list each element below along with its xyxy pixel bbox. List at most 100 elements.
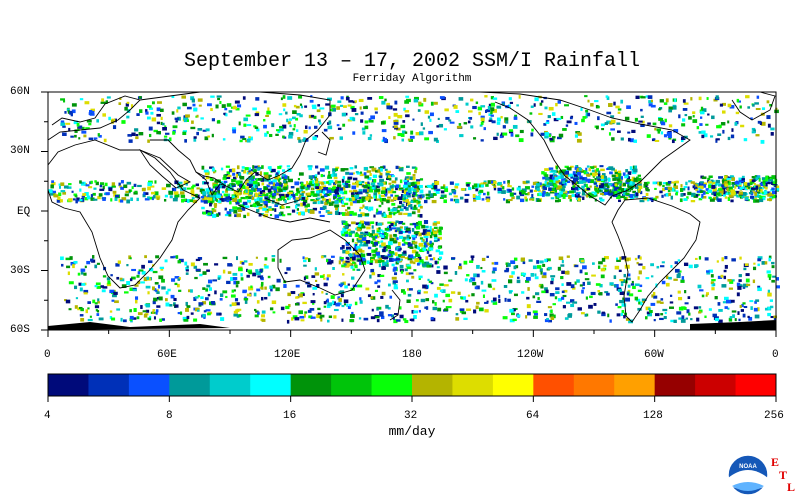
rain-cell <box>330 255 335 258</box>
rain-cell <box>627 184 633 189</box>
rain-cell <box>129 278 133 282</box>
rain-cell <box>207 135 211 138</box>
rain-cell <box>411 166 417 169</box>
rain-cell <box>355 222 360 226</box>
rain-cell <box>681 306 686 309</box>
rain-cell <box>472 193 476 198</box>
rain-cell <box>407 288 411 291</box>
rain-cell <box>370 316 376 320</box>
rain-cell <box>295 188 299 192</box>
rain-cell <box>413 315 417 319</box>
rain-cell <box>407 138 411 141</box>
rain-cell <box>659 99 664 103</box>
rain-cell <box>654 187 657 190</box>
rain-cell <box>398 196 403 201</box>
colorbar-swatch <box>452 374 494 396</box>
rain-cell <box>156 305 161 308</box>
rain-cell <box>232 129 237 134</box>
rain-cell <box>720 122 726 126</box>
rain-cell <box>732 184 735 188</box>
rain-cell <box>290 179 293 182</box>
rain-cell <box>340 212 344 215</box>
rain-cell <box>150 185 155 188</box>
rain-cell <box>493 184 497 189</box>
rain-cell <box>618 181 622 184</box>
rain-cell <box>529 112 533 115</box>
rain-cell <box>404 187 408 191</box>
rain-cell <box>585 183 588 188</box>
rain-cell <box>769 195 774 200</box>
rain-cell <box>75 199 78 204</box>
rain-cell <box>202 196 207 201</box>
rain-cell <box>736 98 740 103</box>
rain-cell <box>317 312 322 315</box>
rain-cell <box>715 95 719 100</box>
rain-cell <box>634 165 638 169</box>
rain-cell <box>339 104 343 107</box>
rain-cell <box>296 112 301 116</box>
rain-cell <box>172 131 176 135</box>
rain-cell <box>548 182 553 187</box>
rain-cell <box>126 281 131 286</box>
rain-cell <box>616 195 621 199</box>
rain-cell <box>478 191 481 195</box>
rain-cell <box>174 193 180 198</box>
rain-cell <box>718 183 722 187</box>
rain-cell <box>390 222 394 227</box>
rain-cell <box>589 179 594 184</box>
rain-cell <box>303 196 309 201</box>
rain-cell <box>148 107 154 110</box>
rain-cell <box>244 197 249 200</box>
rain-cell <box>341 233 346 237</box>
rain-cell <box>737 311 740 315</box>
rain-cell <box>351 193 355 198</box>
rain-cell <box>584 278 590 281</box>
rain-cell <box>236 104 242 108</box>
rain-cell <box>720 274 724 278</box>
rain-cell <box>564 317 569 320</box>
rain-cell <box>184 261 188 266</box>
rain-cell <box>62 191 67 195</box>
rain-cell <box>680 184 683 188</box>
rain-cell <box>388 258 394 262</box>
rain-cell <box>637 289 642 293</box>
rain-cell <box>688 180 693 183</box>
rain-cell <box>383 232 387 235</box>
rain-cell <box>646 311 650 315</box>
rain-cell <box>666 275 669 280</box>
rain-cell <box>661 261 665 264</box>
rain-cell <box>207 312 211 316</box>
rain-cell <box>252 272 257 277</box>
rain-cell <box>231 178 236 183</box>
rain-cell <box>390 211 394 215</box>
rain-cell <box>681 123 686 127</box>
rain-cell <box>94 264 98 269</box>
rain-cell <box>669 106 673 111</box>
rain-cell <box>662 308 668 312</box>
rain-cell <box>635 95 640 100</box>
rain-cell <box>223 180 228 184</box>
rain-cell <box>68 198 73 202</box>
rain-cell <box>250 187 254 191</box>
rain-cell <box>559 169 562 174</box>
rain-cell <box>156 289 159 293</box>
rain-cell <box>650 275 654 278</box>
rain-cell <box>700 190 705 194</box>
rain-cell <box>722 102 726 106</box>
rain-cell <box>66 108 70 111</box>
rain-cell <box>718 308 723 312</box>
rain-cell <box>589 166 595 169</box>
rain-cell <box>545 289 549 294</box>
rain-cell <box>771 194 777 199</box>
rain-cell <box>463 317 468 321</box>
rain-cell <box>340 187 344 191</box>
rain-cell <box>567 313 572 318</box>
rain-cell <box>416 189 419 193</box>
rain-cell <box>335 166 340 169</box>
rain-cell <box>214 197 217 201</box>
rain-cell <box>715 138 720 141</box>
rain-cell <box>205 175 210 180</box>
rain-cell <box>542 176 546 180</box>
rain-cell <box>387 196 392 199</box>
rain-cell <box>582 287 585 290</box>
